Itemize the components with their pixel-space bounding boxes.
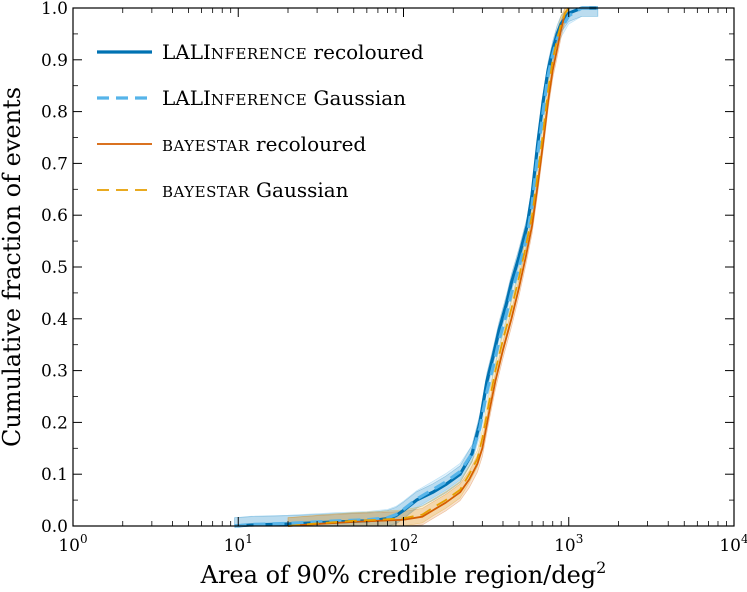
y-tick-label: 1.0	[41, 0, 68, 19]
x-axis-label-sup: 2	[596, 558, 606, 577]
legend-label-tail: recoloured	[307, 40, 424, 64]
legend-label-main: LALI	[162, 40, 211, 64]
legend-label-tail: Gaussian	[307, 86, 406, 110]
x-tick-base: 10	[554, 536, 576, 556]
legend-label-tail: Gaussian	[250, 178, 349, 202]
x-tick-exp: 2	[411, 532, 419, 546]
band-0	[234, 7, 599, 527]
legend-label-2: bayestar recoloured	[162, 132, 366, 156]
legend-label-smallcaps: bayestar	[162, 183, 250, 201]
x-tick-base: 10	[58, 536, 80, 556]
y-tick-label: 0.8	[41, 103, 68, 123]
y-tick-label: 0.6	[41, 206, 68, 226]
x-tick-label: 100	[58, 532, 87, 556]
uncertainty-bands	[234, 7, 599, 527]
y-tick-label: 0.7	[41, 154, 68, 174]
legend: LALInference recolouredLALInference Gaus…	[97, 40, 424, 202]
x-tick-label: 101	[224, 532, 253, 556]
y-tick-label: 0.1	[41, 465, 68, 485]
band-1	[234, 7, 599, 527]
y-tick-label: 0.2	[41, 413, 68, 433]
series-line-2	[287, 7, 570, 527]
series-lines	[234, 6, 598, 528]
legend-label-main: LALI	[162, 86, 211, 110]
x-tick-exp: 4	[741, 532, 747, 546]
y-tick-label: 0.9	[41, 51, 68, 71]
legend-label-3: bayestar Gaussian	[162, 178, 349, 202]
x-tick-base: 10	[389, 536, 411, 556]
x-axis-tick-labels: 100 101 102 103 104	[58, 532, 747, 556]
x-tick-exp: 3	[576, 532, 584, 546]
x-axis-ticks	[72, 8, 735, 526]
legend-label-tail: recoloured	[250, 132, 367, 156]
x-tick-exp: 0	[80, 532, 88, 546]
y-axis-label: Cumulative fraction of events	[0, 87, 26, 447]
legend-label-smallcaps: nference	[211, 91, 307, 109]
legend-label-0: LALInference recoloured	[162, 40, 424, 64]
legend-label-smallcaps: nference	[211, 45, 307, 63]
x-tick-label: 103	[554, 532, 583, 556]
y-tick-label: 0.4	[41, 310, 68, 330]
x-axis-label-text: Area of 90% credible region/deg	[200, 561, 597, 589]
series-line-1	[234, 6, 598, 528]
y-tick-label: 0.5	[41, 258, 68, 278]
x-axis-label: Area of 90% credible region/deg2	[200, 558, 607, 589]
x-tick-base: 10	[224, 536, 246, 556]
y-axis-ticks	[73, 7, 734, 527]
x-tick-label: 102	[389, 532, 418, 556]
y-tick-label: 0.3	[41, 362, 68, 382]
x-tick-exp: 1	[245, 532, 253, 546]
legend-label-smallcaps: bayestar	[162, 137, 250, 155]
x-tick-label: 104	[719, 532, 747, 556]
y-tick-label: 0.0	[41, 517, 68, 537]
series-line-3	[287, 7, 570, 527]
y-axis-tick-labels: 0.0 0.1 0.2 0.3 0.4 0.5 0.6 0.7 0.8 0.9 1.0	[41, 0, 68, 537]
series-line-0	[234, 6, 598, 528]
legend-label-1: LALInference Gaussian	[162, 86, 406, 110]
x-tick-base: 10	[719, 536, 741, 556]
